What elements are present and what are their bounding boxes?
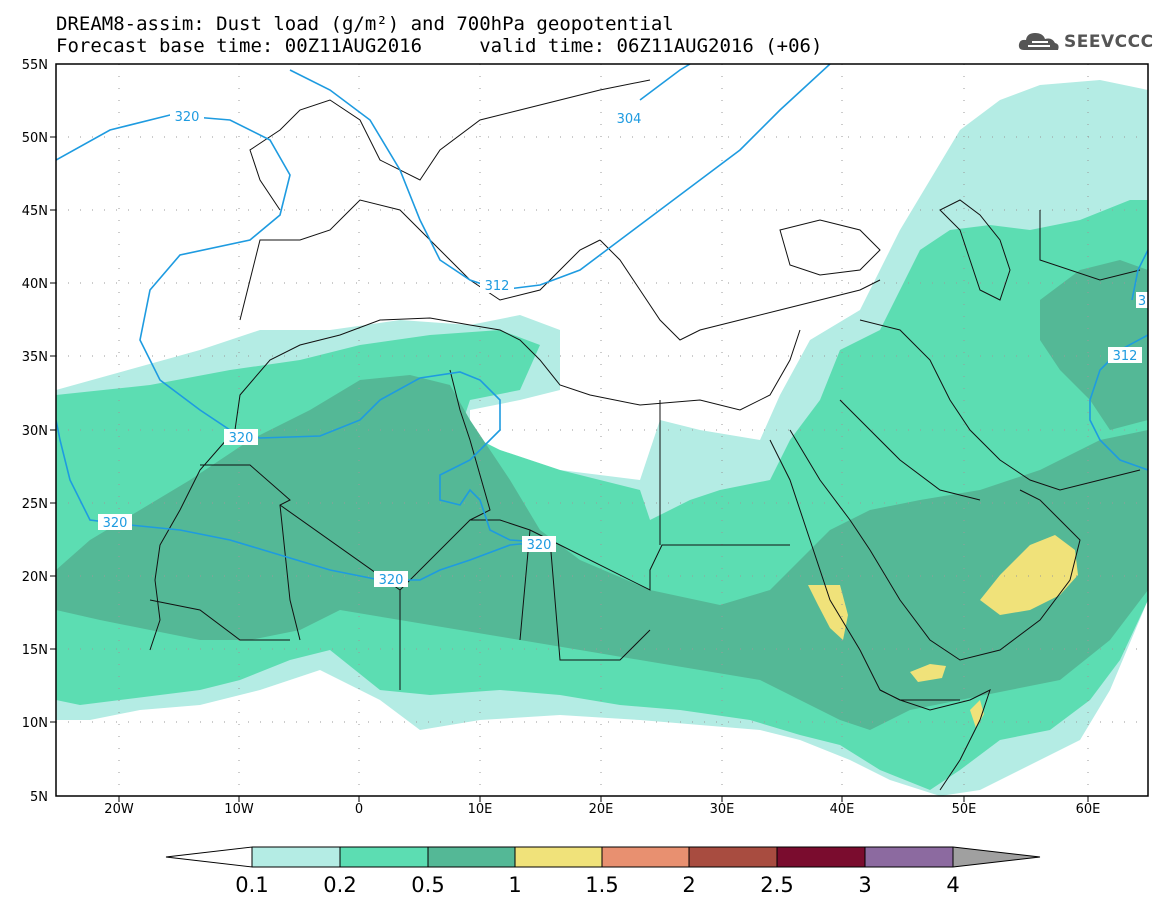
colorbar-label: 2.5 xyxy=(760,873,793,897)
dust-level-1-somalia xyxy=(970,700,984,728)
geopotential-contours xyxy=(56,64,1148,581)
dust-level-0.5-east xyxy=(1040,260,1148,430)
lon-label: 0 xyxy=(355,802,363,817)
contour-label: 3 xyxy=(1138,294,1146,309)
lat-label: 35N xyxy=(22,350,48,365)
colorbar-label: 0.2 xyxy=(323,873,356,897)
colorbar-swatch-2 xyxy=(689,847,777,867)
lat-label: 5N xyxy=(30,790,48,805)
colorbar: 0.1 0.2 0.5 1 1.5 2 2.5 3 4 xyxy=(165,846,1041,897)
lat-label: 25N xyxy=(22,497,48,512)
colorbar-label: 1.5 xyxy=(585,873,618,897)
lat-label: 40N xyxy=(22,277,48,292)
colorbar-label: 2 xyxy=(682,873,695,897)
lat-label: 45N xyxy=(22,204,48,219)
contour-label: 320 xyxy=(229,431,254,446)
lat-label: 15N xyxy=(22,643,48,658)
colorbar-swatch-3 xyxy=(865,847,953,867)
lat-label: 30N xyxy=(22,424,48,439)
coastlines-borders xyxy=(149,79,1141,791)
lon-label: 30E xyxy=(710,802,735,817)
contour-label: 320 xyxy=(379,573,404,588)
lon-label: 10W xyxy=(224,802,254,817)
contour-label: 312 xyxy=(485,279,510,294)
lon-label: 20E xyxy=(589,802,614,817)
cloud-icon xyxy=(1018,33,1059,50)
colorbar-swatch-0.5 xyxy=(428,847,515,867)
contour-label: 320 xyxy=(175,110,200,125)
contour-labels: 320 304 312 320 320 320 320 312 3 xyxy=(98,108,1148,588)
logo-text: SEEVCCC xyxy=(1064,32,1154,52)
seevccc-logo: SEEVCCC xyxy=(1018,28,1158,56)
lat-label: 20N xyxy=(22,570,48,585)
lon-label: 20W xyxy=(104,802,134,817)
colorbar-low-arrow xyxy=(165,846,253,868)
colorbar-high-arrow xyxy=(953,847,1040,867)
dust-field xyxy=(56,80,1148,796)
colorbar-label: 3 xyxy=(858,873,871,897)
lat-ticks xyxy=(50,136,56,723)
colorbar-label: 1 xyxy=(508,873,521,897)
colorbar-swatch-0.1 xyxy=(252,847,340,867)
colorbar-label: 4 xyxy=(946,873,959,897)
lat-label: 10N xyxy=(22,716,48,731)
dust-level-1-arabia xyxy=(980,535,1078,615)
colorbar-swatch-1.5 xyxy=(602,847,689,867)
dust-level-1-redsea xyxy=(808,585,848,640)
lon-axis: 20W 10W 0 10E 20E 30E 40E 50E 60E xyxy=(104,802,1100,817)
contour-label: 320 xyxy=(103,516,128,531)
colorbar-label: 0.5 xyxy=(411,873,444,897)
colorbar-swatch-1 xyxy=(515,847,602,867)
lon-label: 60E xyxy=(1076,802,1101,817)
lat-label: 50N xyxy=(22,131,48,146)
contour-label: 304 xyxy=(617,112,642,127)
lat-label: 55N xyxy=(22,58,48,73)
contour-label: 312 xyxy=(1113,349,1138,364)
colorbar-label: 0.1 xyxy=(235,873,268,897)
lon-ticks xyxy=(118,796,1089,802)
contour-label: 320 xyxy=(527,538,552,553)
lat-axis: 55N 50N 45N 40N 35N 30N 25N 20N 15N 10N … xyxy=(22,58,48,805)
colorbar-swatch-0.2 xyxy=(340,847,428,867)
title-line-2: Forecast base time: 00Z11AUG2016 valid t… xyxy=(56,35,823,57)
lon-label: 40E xyxy=(830,802,855,817)
dust-level-0.5 xyxy=(56,375,1148,730)
colorbar-swatch-2.5 xyxy=(777,847,865,867)
lon-label: 50E xyxy=(952,802,977,817)
lon-label: 10E xyxy=(468,802,493,817)
dust-level-1-yemen xyxy=(910,664,946,682)
title-line-1: DREAM8-assim: Dust load (g/m²) and 700hP… xyxy=(56,13,674,35)
